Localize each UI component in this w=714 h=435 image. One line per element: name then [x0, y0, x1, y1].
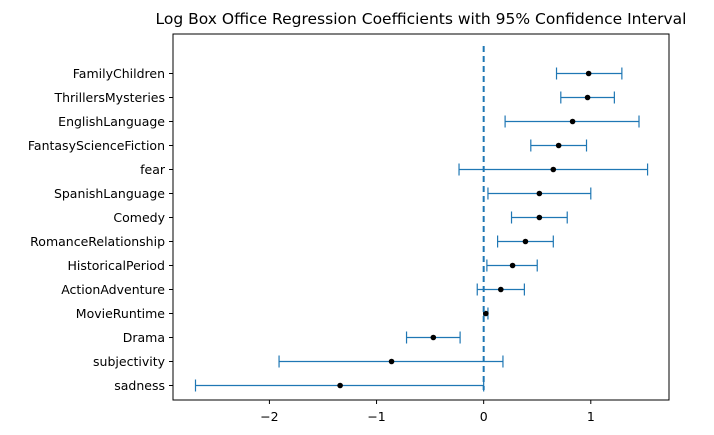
y-tick-label: Drama: [123, 330, 165, 345]
coefficient-point: [498, 286, 504, 293]
y-tick-label: EnglishLanguage: [58, 114, 165, 129]
y-tick-label: sadness: [114, 378, 165, 393]
y-tick-label: Comedy: [113, 210, 165, 225]
y-tick-label: subjectivity: [93, 354, 166, 369]
y-tick-label: FantasyScienceFiction: [28, 138, 165, 153]
coefficient-point: [388, 358, 395, 365]
y-tick-label: ActionAdventure: [61, 282, 165, 297]
x-tick-label: 1: [587, 409, 595, 424]
y-tick-label: MovieRuntime: [76, 306, 166, 321]
coefficient-point: [536, 214, 543, 221]
x-tick-label: −2: [260, 409, 278, 424]
coefficient-point: [509, 262, 516, 269]
y-tick-label: ThrillersMysteries: [53, 90, 165, 105]
x-tick-label: −1: [367, 409, 385, 424]
y-tick-label: SpanishLanguage: [54, 186, 165, 201]
y-tick-label: RomanceRelationship: [30, 234, 165, 249]
coefficient-point: [585, 70, 592, 77]
axes-frame: [172, 33, 670, 401]
coefficient-point: [584, 94, 591, 101]
coefficient-point: [536, 190, 543, 197]
coefficient-point: [569, 118, 576, 125]
coefficient-point: [522, 238, 529, 245]
chart-title: Log Box Office Regression Coefficients w…: [156, 10, 687, 28]
coefficient-point: [483, 310, 489, 317]
plot-area: [194, 46, 649, 392]
x-tick-label: 0: [480, 409, 488, 424]
y-tick-label: FamilyChildren: [73, 66, 165, 81]
y-tick-label: fear: [140, 162, 166, 177]
coefficient-point: [555, 142, 562, 149]
coefficient-point: [337, 382, 343, 389]
coefficient-point: [550, 166, 557, 173]
y-tick-label: HistoricalPeriod: [67, 258, 165, 273]
axes: FamilyChildren ThrillersMysteries EnglishL…: [28, 33, 670, 424]
coefficient-point: [430, 334, 437, 341]
